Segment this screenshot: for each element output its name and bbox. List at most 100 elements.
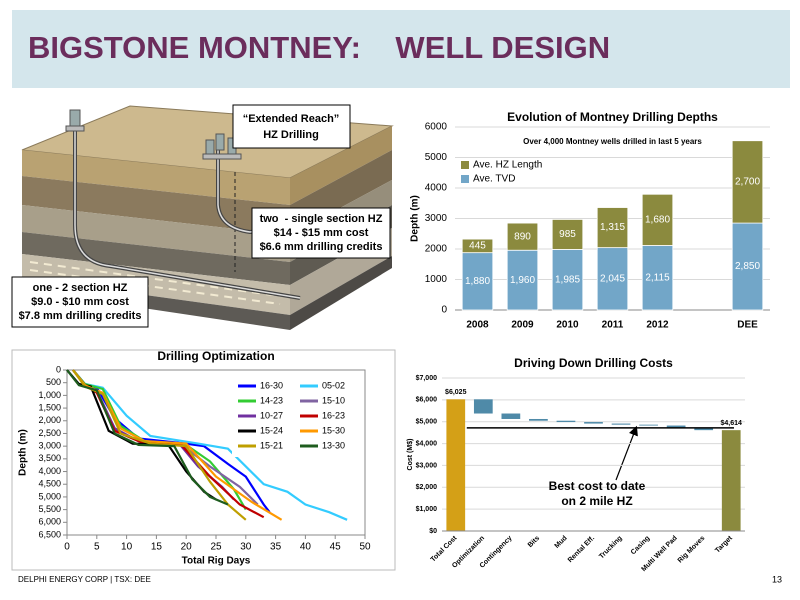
x-axis-label: Total Rig Days — [182, 556, 251, 567]
formation-marks — [29, 261, 281, 305]
y-tick-label: 5000 — [425, 152, 448, 163]
x-tick-label: 35 — [270, 542, 282, 553]
x-tick-label: 2009 — [511, 320, 534, 331]
y-tick-label: $7,000 — [416, 375, 438, 382]
annotation: Best cost to date — [549, 479, 646, 493]
data-label: 1,880 — [465, 276, 490, 287]
data-label: 2,115 — [645, 272, 670, 283]
y-tick-label: 2,000 — [38, 415, 61, 425]
y-tick-label: 500 — [46, 377, 61, 387]
bar-segment — [461, 252, 494, 311]
annotation: on 2 mile HZ — [561, 494, 632, 508]
bar-segment — [731, 140, 764, 224]
data-label: 2,850 — [735, 261, 760, 272]
data-label: $6,025 — [445, 389, 467, 396]
y-axis-label: Cost (M$) — [407, 439, 414, 471]
callout-box — [11, 276, 149, 328]
data-label: 2,700 — [735, 177, 760, 188]
data-label: 1,985 — [555, 274, 580, 285]
data-label: 2,045 — [600, 273, 625, 284]
bar — [556, 420, 576, 423]
callout-box — [232, 104, 351, 149]
y-tick-label: 3,500 — [38, 453, 61, 463]
legend-label: Ave. HZ Length — [473, 160, 542, 171]
header-band — [12, 10, 790, 88]
y-tick-label: $3,000 — [416, 462, 438, 469]
bar-segment — [596, 207, 629, 249]
legend-label: Ave. TVD — [473, 174, 515, 185]
bar-segment — [641, 193, 674, 246]
y-tick-label: 1000 — [425, 274, 448, 285]
bar — [529, 418, 548, 421]
callout-text: $9.0 - $10 mm cost — [31, 296, 129, 308]
x-tick-label: 40 — [300, 542, 312, 553]
legend-label: 13-30 — [322, 440, 345, 450]
data-label: 1,960 — [510, 275, 535, 286]
y-tick-label: $1,000 — [416, 506, 438, 513]
bar — [446, 399, 466, 531]
bar — [721, 430, 741, 531]
legend-label: 15-10 — [322, 395, 345, 405]
annotation-arrow — [615, 425, 638, 481]
chart-subtitle: Over 4,000 Montney wells drilled in last… — [523, 137, 702, 146]
data-label: $4,614 — [721, 420, 743, 427]
bar — [666, 425, 686, 428]
chart-title: Evolution of Montney Drilling Depths — [507, 110, 718, 124]
y-tick-label: 6,500 — [38, 529, 61, 539]
callout-text: two - single section HZ — [260, 213, 383, 225]
bar — [694, 427, 714, 431]
y-tick-label: 0 — [441, 305, 447, 316]
wellhead — [65, 109, 85, 132]
y-tick-label: 4000 — [425, 183, 448, 194]
bar — [473, 399, 493, 414]
bar — [611, 423, 631, 425]
legend-label: 15-21 — [260, 440, 283, 450]
x-tick-label: 20 — [181, 542, 193, 553]
x-tick-label: 2012 — [646, 320, 669, 331]
legend-label: 15-24 — [260, 425, 283, 435]
well-bore — [74, 125, 301, 299]
y-tick-label: $0 — [429, 528, 437, 535]
legend-label: 14-23 — [260, 395, 283, 405]
y-tick-label: 3000 — [425, 213, 448, 224]
wellhead — [202, 133, 242, 160]
y-tick-label: 4,500 — [38, 479, 61, 489]
legend-label: 15-30 — [322, 425, 345, 435]
callout-box — [251, 207, 391, 259]
x-tick-label: 50 — [359, 542, 371, 553]
y-tick-label: 4,000 — [38, 466, 61, 476]
y-tick-label: 2,500 — [38, 428, 61, 438]
layer — [22, 232, 290, 285]
data-label: 1,680 — [645, 215, 670, 226]
bar-segment — [731, 222, 764, 311]
series-line — [66, 369, 229, 506]
layer — [22, 205, 290, 262]
y-tick-label: 0 — [56, 364, 61, 374]
data-label: 1,315 — [600, 222, 625, 233]
chart-frame — [11, 349, 396, 571]
x-tick-label: 2011 — [602, 320, 624, 331]
layer — [290, 256, 392, 330]
well-bore — [217, 150, 386, 233]
bar — [639, 424, 658, 426]
callout-text: HZ Drilling — [263, 129, 319, 141]
x-tick-label: 5 — [94, 542, 100, 553]
y-tick-label: $5,000 — [416, 419, 438, 426]
callout-text: $7.8 mm drilling credits — [19, 310, 142, 322]
y-axis-label: Depth (m) — [410, 195, 421, 242]
legend-swatch — [461, 175, 469, 183]
chart-title: Drilling Optimization — [157, 349, 274, 363]
y-tick-label: $4,000 — [416, 440, 438, 447]
bar-segment — [596, 247, 629, 311]
y-tick-label: 2000 — [425, 244, 448, 255]
layer — [22, 150, 290, 205]
layer — [290, 126, 392, 205]
x-tick-label: 10 — [121, 542, 133, 553]
y-axis-label: Depth (m) — [18, 429, 29, 476]
bar — [501, 413, 521, 419]
y-tick-label: 1,500 — [38, 402, 61, 412]
y-tick-label: 6,000 — [38, 517, 61, 527]
y-tick-label: 5,500 — [38, 504, 61, 514]
callout-text: $14 - $15 mm cost — [274, 227, 369, 239]
